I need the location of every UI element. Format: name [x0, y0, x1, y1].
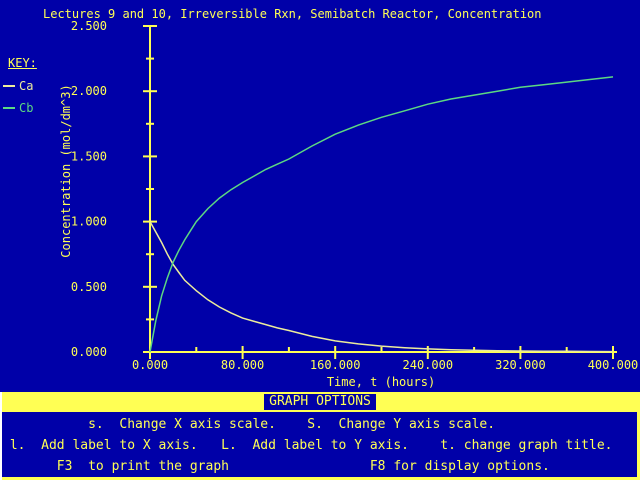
- key-entry-ca: Ca: [3, 78, 37, 93]
- legend-key: KEY: Ca Cb: [3, 56, 37, 115]
- y-tick-label: 2.000: [71, 84, 107, 98]
- option-line-scale: s. Change X axis scale. S. Change Y axis…: [2, 417, 496, 432]
- panel-left-edge: [0, 392, 2, 480]
- ca-line-swatch-icon: [3, 84, 15, 87]
- x-tick-label: 240.000: [403, 358, 454, 372]
- key-entry-cb: Cb: [3, 100, 37, 115]
- y-tick-label: 2.500: [71, 19, 107, 33]
- options-body: s. Change X axis scale. S. Change Y axis…: [0, 412, 640, 480]
- y-tick-label: 0.000: [71, 345, 107, 359]
- concentration-chart: 0.000 0.500 1.000 1.500 2.000 2.500 0.000 80.00…: [59, 19, 639, 389]
- key-entry-ca-label: Ca: [19, 78, 34, 93]
- key-entry-cb-label: Cb: [19, 100, 34, 115]
- y-tick-label: 0.500: [71, 280, 107, 294]
- options-header-bar: GRAPH OPTIONS: [0, 392, 640, 412]
- option-line-print-display: F3 to print the graph F8 for display opt…: [2, 459, 550, 474]
- y-tick-label: 1.000: [71, 215, 107, 229]
- ca-curve: [149, 221, 614, 353]
- y-axis-label: Concentration (mol/dm^3): [59, 84, 73, 257]
- x-tick-label: 400.000: [588, 358, 639, 372]
- cb-curve: [149, 76, 614, 353]
- x-tick-label: 160.000: [310, 358, 361, 372]
- options-header-title: GRAPH OPTIONS: [264, 394, 376, 410]
- x-axis-label: Time, t (hours): [327, 375, 435, 389]
- graph-options-panel: GRAPH OPTIONS s. Change X axis scale. S.…: [0, 392, 640, 480]
- x-tick-label: 80.000: [221, 358, 264, 372]
- graph-title: Lectures 9 and 10, Irreversible Rxn, Sem…: [43, 7, 542, 21]
- legend-key-label: KEY:: [8, 56, 37, 70]
- y-tick-label: 1.500: [71, 149, 107, 163]
- cb-line-swatch-icon: [3, 106, 15, 109]
- option-line-labels: l. Add label to X axis. L. Add label to …: [2, 438, 613, 453]
- x-tick-label: 320.000: [495, 358, 546, 372]
- x-tick-label: 0.000: [132, 358, 168, 372]
